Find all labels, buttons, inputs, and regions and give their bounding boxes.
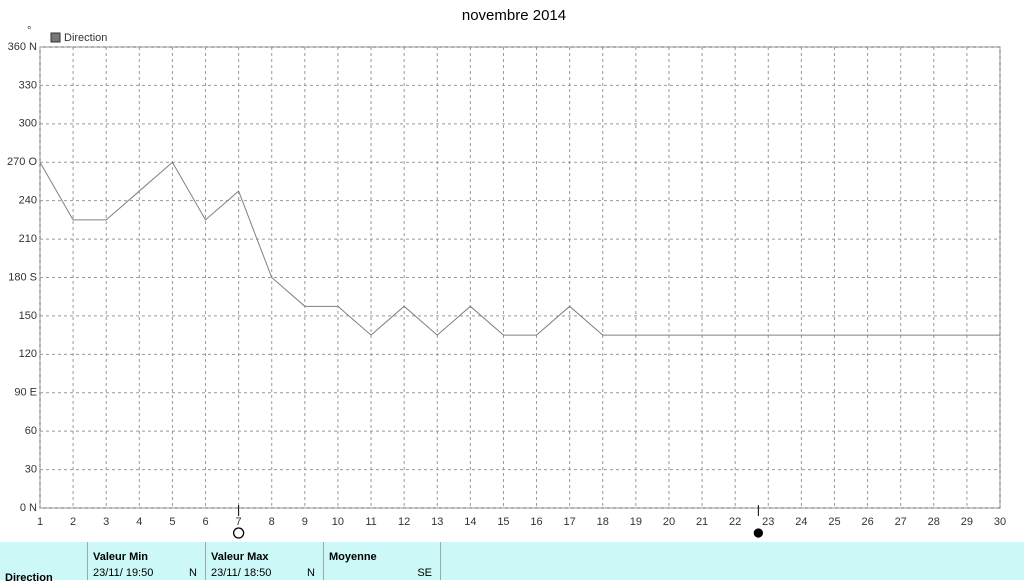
- x-tick-label: 29: [961, 516, 973, 528]
- x-tick-label: 17: [564, 516, 576, 528]
- stat-date: 23/11/ 18:50: [211, 567, 272, 579]
- x-tick-label: 27: [895, 516, 907, 528]
- x-tick-label: 5: [169, 516, 175, 528]
- stat-value: N: [189, 567, 197, 579]
- x-tick-label: 30: [994, 516, 1006, 528]
- x-tick-label: 4: [136, 516, 142, 528]
- stat-value: N: [307, 567, 315, 579]
- x-tick-label: 28: [928, 516, 940, 528]
- stat-cell: Valeur Max 23/11/ 18:50 N: [206, 542, 324, 580]
- stat-header: Valeur Max: [211, 551, 269, 563]
- stat-header: Valeur Min: [93, 551, 149, 563]
- x-tick-label: 19: [630, 516, 642, 528]
- chart-title: novembre 2014: [462, 7, 566, 24]
- x-tick-label: 12: [398, 516, 410, 528]
- x-tick-label: 21: [696, 516, 708, 528]
- y-tick-label: 330: [19, 79, 37, 91]
- y-tick-label: 180 S: [8, 271, 37, 283]
- x-tick-label: 7: [236, 516, 242, 528]
- stat-value: SE: [417, 567, 432, 579]
- y-tick-label: 210: [19, 233, 37, 245]
- x-tick-label: 8: [269, 516, 275, 528]
- row-label: Direction: [5, 572, 53, 584]
- y-tick-label: 0 N: [20, 502, 37, 514]
- x-tick-label: 11: [365, 516, 376, 528]
- x-tick-label: 9: [302, 516, 308, 528]
- y-tick-label: 90 E: [14, 387, 37, 399]
- x-tick-label: 14: [464, 516, 476, 528]
- x-tick-label: 16: [530, 516, 542, 528]
- stat-cell: Moyenne SE: [324, 542, 441, 580]
- stat-date: 23/11/ 19:50: [93, 567, 154, 579]
- y-unit: °: [27, 25, 31, 37]
- x-tick-label: 1: [37, 516, 43, 528]
- y-tick-label: 360 N: [8, 41, 37, 53]
- stat-cell: Valeur Min 23/11/ 19:50 N: [88, 542, 206, 580]
- data-line: [39, 161, 1000, 336]
- y-tick-label: 270 O: [7, 156, 37, 168]
- moon-phase: [753, 528, 763, 538]
- x-tick-label: 6: [202, 516, 208, 528]
- row-label-cell: Direction: [0, 542, 88, 584]
- y-tick-label: 240: [19, 195, 37, 207]
- x-tick-label: 10: [332, 516, 344, 528]
- x-tick-label: 26: [861, 516, 873, 528]
- x-tick-label: 13: [431, 516, 443, 528]
- stat-header: Moyenne: [329, 551, 377, 563]
- x-tick-label: 25: [828, 516, 840, 528]
- x-tick-label: 22: [729, 516, 741, 528]
- x-tick-label: 18: [597, 516, 609, 528]
- x-tick-label: 20: [663, 516, 675, 528]
- legend-label: Direction: [64, 32, 107, 44]
- legend-swatch: [50, 32, 61, 43]
- y-tick-label: 300: [19, 118, 37, 130]
- x-tick-label: 24: [795, 516, 807, 528]
- x-tick-label: 2: [70, 516, 76, 528]
- moon-phase: [232, 527, 245, 539]
- x-tick-label: 3: [103, 516, 109, 528]
- y-tick-label: 60: [25, 425, 37, 437]
- stats-table: Direction Valeur Min 23/11/ 19:50 N Valeur…: [0, 542, 1024, 584]
- y-tick-label: 120: [19, 348, 37, 360]
- x-tick-label: 23: [762, 516, 774, 528]
- x-tick-label: 15: [497, 516, 509, 528]
- y-tick-label: 30: [25, 463, 37, 475]
- y-tick-label: 150: [19, 310, 37, 322]
